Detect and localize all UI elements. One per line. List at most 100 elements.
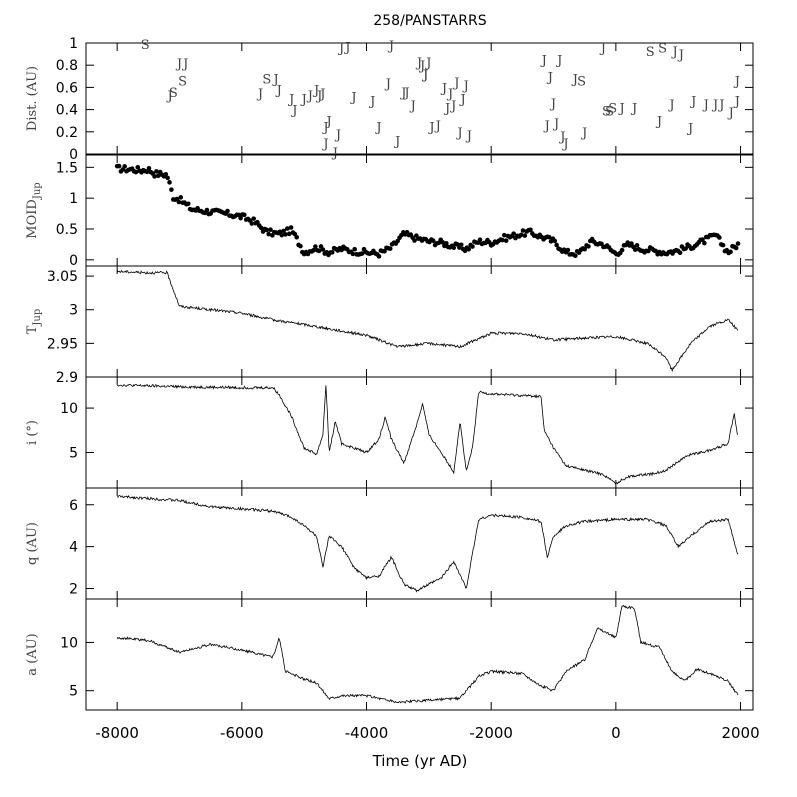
x-tick-label: -4000 — [345, 724, 389, 742]
moid-point — [242, 212, 247, 218]
moid-point — [154, 169, 159, 174]
moid-point — [281, 228, 286, 234]
moid-point — [632, 247, 638, 252]
series-line-tjup — [116, 269, 739, 373]
moid-point — [717, 235, 722, 240]
moid-point — [700, 237, 705, 242]
moid-point — [683, 246, 688, 251]
encounter-marker: J — [452, 76, 459, 91]
encounter-marker: S — [605, 105, 614, 120]
y-tick-label: 1.5 — [56, 160, 78, 176]
encounter-marker: S — [262, 73, 271, 88]
encounter-marker: J — [580, 126, 587, 141]
encounter-marker: J — [334, 128, 341, 143]
encounter-marker: J — [546, 70, 553, 85]
encounter-marker: J — [290, 104, 297, 119]
encounter-marker: J — [393, 135, 400, 150]
moid-point — [382, 248, 387, 254]
encounter-marker: J — [462, 79, 469, 94]
y-tick-label: 0.2 — [56, 125, 78, 141]
encounter-marker: J — [630, 101, 637, 116]
moid-point — [178, 195, 184, 200]
encounter-marker: J — [543, 119, 550, 134]
moid-point — [264, 227, 270, 233]
moid-point — [522, 233, 528, 238]
encounter-marker: J — [374, 120, 381, 135]
moid-point — [520, 228, 526, 233]
moid-point — [387, 246, 393, 251]
moid-point — [329, 250, 335, 255]
moid-point — [511, 231, 516, 236]
moid-point — [144, 169, 150, 175]
encounter-marker: S — [178, 75, 187, 90]
encounter-marker: J — [440, 81, 447, 96]
encounter-marker: J — [434, 119, 441, 134]
encounter-marker: J — [540, 54, 547, 69]
y-axis-label: a (AU) — [25, 633, 40, 675]
encounter-marker: J — [670, 45, 677, 60]
y-tick-label: 2 — [69, 582, 78, 598]
y-tick-label: 0 — [69, 147, 78, 163]
x-tick-label: 0 — [611, 724, 621, 742]
encounter-marker: J — [465, 129, 472, 144]
moid-point — [165, 175, 170, 181]
moid-point — [285, 226, 290, 231]
series-line-q — [116, 494, 739, 593]
moid-point — [359, 251, 365, 256]
moid-point — [225, 208, 230, 214]
moid-points — [114, 163, 741, 259]
encounter-marker: J — [399, 86, 406, 101]
encounter-marker: J — [689, 95, 696, 110]
encounter-marker: J — [300, 93, 307, 108]
moid-point — [283, 232, 288, 237]
encounter-marker: S — [169, 86, 178, 101]
moid-point — [258, 225, 264, 231]
encounter-marker: J — [343, 40, 350, 55]
encounter-marker: J — [256, 87, 263, 102]
moid-point — [503, 238, 509, 243]
encounter-marker: J — [446, 87, 453, 102]
encounter-marker: J — [349, 90, 356, 105]
moid-point — [146, 165, 152, 171]
moid-point — [350, 251, 356, 257]
encounter-marker: J — [368, 95, 375, 110]
moid-point — [286, 231, 292, 237]
moid-point — [444, 240, 449, 246]
moid-point — [582, 246, 587, 252]
moid-point — [122, 164, 127, 169]
encounter-marker: S — [141, 38, 150, 53]
encounter-marker: S — [658, 41, 667, 56]
moid-point — [251, 216, 256, 221]
encounter-marker: J — [418, 59, 425, 74]
moid-point — [466, 246, 472, 252]
moid-point — [313, 244, 318, 249]
moid-point — [440, 239, 445, 245]
panel-frame — [85, 598, 754, 711]
encounter-marker: J — [561, 137, 568, 152]
encounter-marker: J — [599, 41, 606, 56]
y-tick-label: 3.05 — [47, 269, 78, 285]
moid-point — [204, 207, 210, 213]
encounter-marker: J — [733, 95, 740, 110]
moid-point — [277, 229, 283, 235]
y-tick-label: 0.8 — [56, 58, 78, 74]
y-tick-label: 2.95 — [47, 336, 78, 352]
moid-point — [458, 242, 464, 248]
encounter-marker: J — [287, 93, 294, 108]
moid-point — [518, 232, 524, 238]
encounter-marker: J — [312, 84, 319, 99]
moid-point — [288, 225, 294, 230]
encounter-marker: J — [443, 101, 450, 116]
moid-point — [268, 227, 273, 233]
moid-point — [135, 164, 141, 170]
encounter-marker: J — [733, 75, 740, 90]
encounter-marker: J — [655, 115, 662, 130]
encounter-marker: J — [702, 98, 709, 113]
x-axis-label: Time (yr AD) — [372, 752, 468, 770]
moid-point — [167, 180, 172, 185]
encounter-marker: J — [717, 98, 724, 113]
moid-point — [735, 241, 741, 246]
y-tick-label: 4 — [69, 540, 78, 556]
encounter-marker: J — [711, 98, 718, 113]
encounter-marker: J — [421, 68, 428, 83]
